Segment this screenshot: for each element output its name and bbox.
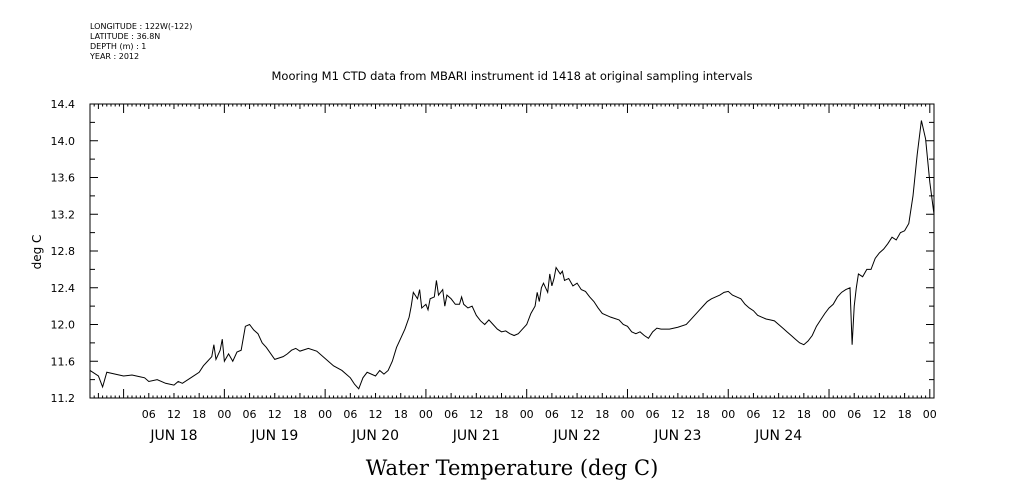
- y-tick-label: 13.2: [51, 208, 76, 221]
- x-tick-label: 06: [746, 408, 760, 421]
- x-tick-label: 12: [369, 408, 383, 421]
- x-tick-label: 12: [570, 408, 584, 421]
- day-label: JUN 19: [250, 428, 298, 444]
- y-tick-label: 12.8: [51, 245, 76, 258]
- y-tick-label: 11.6: [51, 355, 76, 368]
- station-metadata: LONGITUDE : 122W(-122) LATITUDE : 36.8N …: [90, 22, 192, 62]
- y-tick-label: 14.4: [51, 98, 76, 111]
- y-tick-label: 11.2: [51, 392, 76, 405]
- tick-marks: [89, 103, 935, 399]
- latitude-text: LATITUDE : 36.8N: [90, 32, 161, 41]
- x-axis-label: Water Temperature (deg C): [366, 456, 659, 480]
- x-tick-label: 06: [847, 408, 861, 421]
- x-tick-label: 00: [721, 408, 735, 421]
- x-tick-label: 18: [495, 408, 509, 421]
- x-tick-label: 00: [419, 408, 433, 421]
- year-text: YEAR : 2012: [90, 52, 140, 61]
- x-tick-label: 00: [520, 408, 534, 421]
- x-tick-label: 06: [142, 408, 156, 421]
- plot-frame: [89, 103, 935, 399]
- y-tick-labels: 11.2 11.6 12.0 12.4 12.8 13.2 13.6 14.0 14.4: [51, 98, 76, 405]
- x-tick-label: 06: [243, 408, 257, 421]
- x-tick-label: 06: [545, 408, 559, 421]
- x-tick-label: 06: [343, 408, 357, 421]
- x-tick-label: 00: [620, 408, 634, 421]
- x-tick-label: 00: [822, 408, 836, 421]
- day-label: JUN 21: [452, 428, 500, 444]
- x-tick-label: 12: [167, 408, 181, 421]
- x-tick-label: 18: [293, 408, 307, 421]
- series-line: [89, 120, 935, 390]
- x-tick-label: 00: [318, 408, 332, 421]
- y-tick-label: 12.0: [51, 319, 76, 332]
- day-labels: JUN 18 JUN 19 JUN 20 JUN 21 JUN 22 JUN 23 JUN …: [149, 428, 802, 444]
- day-label: JUN 24: [754, 428, 802, 444]
- depth-text: DEPTH (m) : 1: [90, 42, 147, 51]
- x-tick-label: 18: [898, 408, 912, 421]
- x-tick-label: 12: [268, 408, 282, 421]
- x-tick-label: 12: [772, 408, 786, 421]
- day-label: JUN 20: [351, 428, 399, 444]
- y-tick-label: 12.4: [51, 282, 76, 295]
- day-label: JUN 18: [149, 428, 197, 444]
- y-axis-label: deg C: [30, 235, 44, 270]
- x-tick-label: 18: [192, 408, 206, 421]
- x-tick-label: 18: [797, 408, 811, 421]
- x-tick-label: 06: [444, 408, 458, 421]
- y-tick-label: 14.0: [51, 135, 76, 148]
- y-tick-label: 13.6: [51, 172, 76, 185]
- x-tick-label: 00: [923, 408, 937, 421]
- x-tick-label: 06: [646, 408, 660, 421]
- x-tick-label: 18: [696, 408, 710, 421]
- day-label: JUN 22: [553, 428, 601, 444]
- x-tick-label: 18: [394, 408, 408, 421]
- chart-title: Mooring M1 CTD data from MBARI instrumen…: [272, 69, 753, 83]
- longitude-text: LONGITUDE : 122W(-122): [90, 22, 193, 31]
- x-tick-labels: 06 12 18 00 06 12 18 00 06 12 18 00 06 12 18 00 06 12 18 00…: [142, 408, 937, 421]
- x-tick-label: 00: [217, 408, 231, 421]
- x-tick-label: 12: [469, 408, 483, 421]
- x-tick-label: 12: [671, 408, 685, 421]
- day-label: JUN 23: [653, 428, 701, 444]
- x-tick-label: 12: [872, 408, 886, 421]
- x-tick-label: 18: [595, 408, 609, 421]
